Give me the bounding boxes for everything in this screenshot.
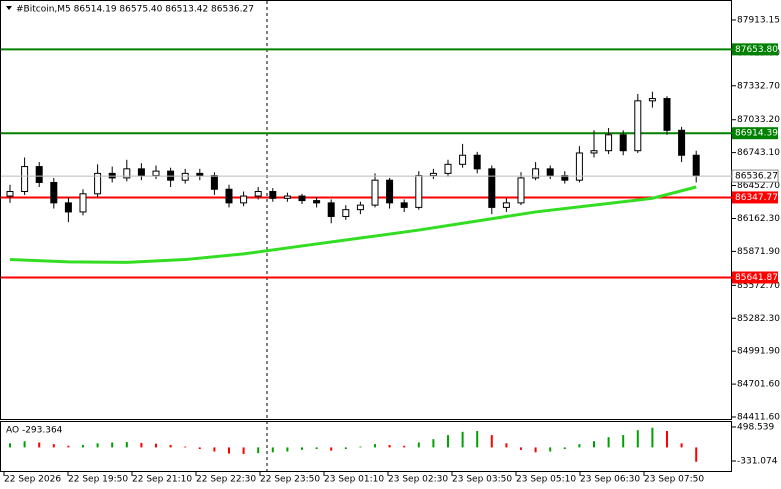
candle-body [64,202,72,213]
y-tick-label: 498.539 [737,422,774,432]
y-tick-label: 85572.70 [737,281,780,291]
current-tag [731,169,779,183]
candle-body [517,177,525,204]
x-tick-label: 23 Sep 03:50 [452,475,512,485]
level-tag [732,127,778,140]
candle-body [371,179,379,206]
x-tick-label: 23 Sep 02:30 [388,475,448,485]
indicator-frame [0,421,732,472]
y-tick-label: 87332.70 [737,81,780,91]
level-label: 85641.87 [735,273,778,283]
y-tick-label: 86452.70 [737,181,780,191]
current-label: 86536.27 [735,172,778,182]
y-tick-label: 84991.90 [737,347,780,357]
candle-body [415,175,423,208]
ma-line [9,185,697,264]
candle-body [590,150,598,154]
candle-body [298,195,306,202]
candle-body [575,152,583,181]
x-tick-label: 23 Sep 01:10 [324,475,384,485]
candle-body [240,195,248,204]
candle-body [50,181,58,204]
candle-body [196,172,204,177]
x-tick-label: 22 Sep 23:50 [260,475,320,485]
candle-body [459,154,467,165]
candle-body [283,195,291,199]
y-tick-label: 87033.20 [737,115,780,125]
candle-body [634,100,642,152]
candle-body [123,168,131,179]
candle-body [619,134,627,152]
level-label: 86914.39 [735,129,778,139]
y-tick-label: 87913.15 [737,15,780,25]
candle-body [386,179,394,204]
main-frame [0,0,732,420]
candle-body [79,193,87,213]
level-label: 86347.77 [735,193,778,203]
candle-body [94,172,102,195]
candle-body [342,209,350,217]
x-tick-label: 23 Sep 05:10 [516,475,576,485]
candle-body [400,202,408,208]
candle-body [692,154,700,177]
candle-body [648,98,656,102]
x-tick-label: 23 Sep 06:30 [580,475,640,485]
x-tick-label: 22 Sep 2026 [4,475,61,485]
candle-body [678,129,686,156]
level-tag [732,271,778,284]
level-tag [732,191,778,204]
x-tick-label: 23 Sep 07:50 [644,475,704,485]
chart-title: #Bitcoin,M5 86514.19 86575.40 86513.42 8… [16,5,254,15]
x-tick-label: 22 Sep 22:30 [196,475,256,485]
y-tick-label: 84411.60 [737,412,780,422]
candle-body [356,204,364,211]
y-tick-label: 86743.10 [737,148,780,158]
candle-body [225,188,233,204]
candle-body [444,163,452,174]
candle-body [152,170,160,177]
candle-body [313,200,321,204]
candle-body [21,166,29,193]
candle-body [488,168,496,208]
y-tick-label: 85282.30 [737,314,780,324]
candle-body [532,168,540,179]
candle-body [210,175,218,190]
menu-arrow [6,6,12,10]
candle-body [137,168,145,177]
level-label: 87653.80 [735,45,778,55]
level-tag [732,43,778,56]
y-tick-label: 86162.30 [737,214,780,224]
candle-body [663,98,671,131]
y-tick-label: 84701.60 [737,380,780,390]
candle-body [181,172,189,181]
indicator-title: AO -293.364 [6,426,63,436]
candle-body [6,191,14,197]
y-tick-label: 85871.90 [737,247,780,257]
x-tick-label: 22 Sep 21:10 [132,475,192,485]
x-tick-label: 22 Sep 19:50 [68,475,128,485]
candle-body [269,191,277,199]
y-tick-label: -331.074 [737,456,778,466]
candle-body [473,154,481,170]
candle-body [429,172,437,177]
candle-body [254,191,262,197]
candle-body [605,134,613,152]
candle-body [502,202,510,208]
candle-body [35,166,43,183]
candle-body [327,202,335,217]
candle-body [546,168,554,177]
